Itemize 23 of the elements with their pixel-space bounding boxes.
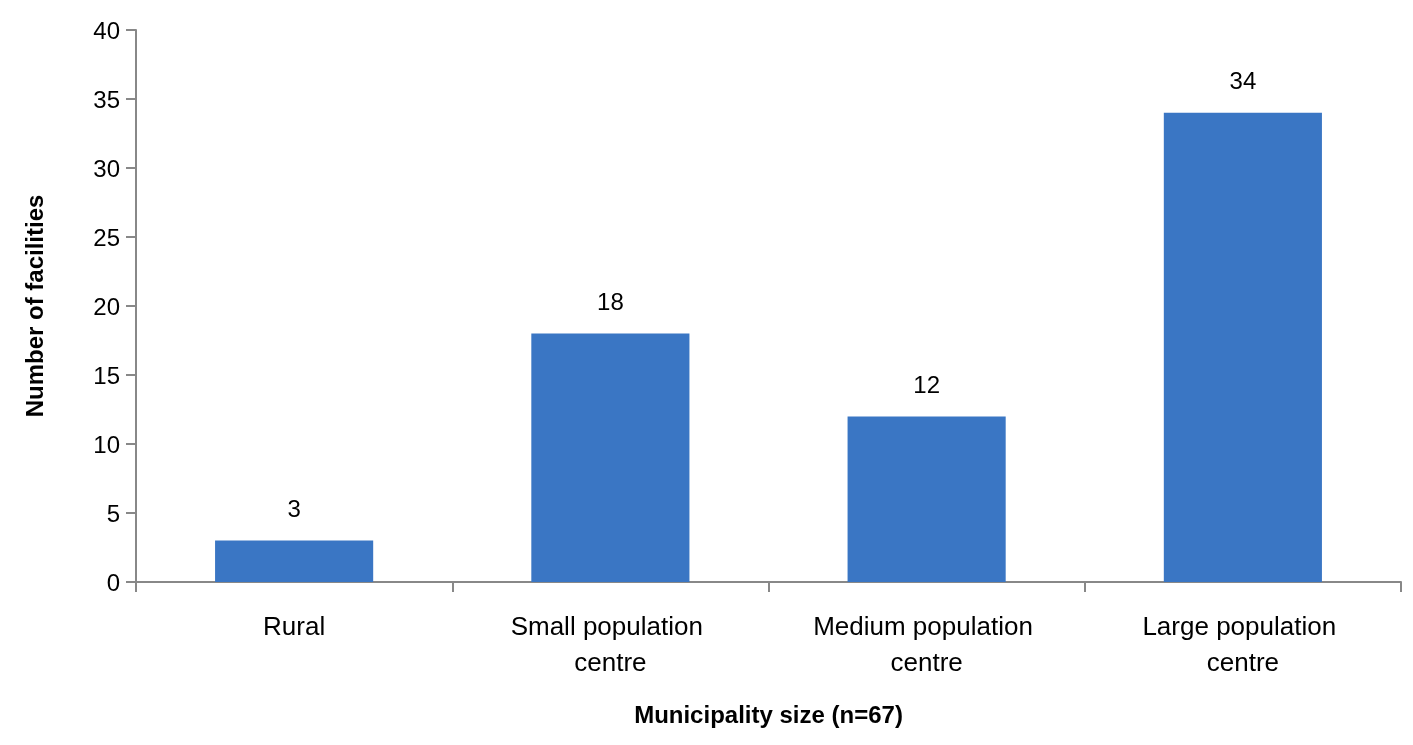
data-label: 18 — [597, 288, 624, 316]
y-tick-label: 25 — [93, 223, 120, 251]
bar — [1163, 112, 1322, 582]
data-label: 34 — [1229, 67, 1257, 95]
y-tick-label: 40 — [93, 16, 120, 44]
x-tick-label: Large population centre — [1142, 611, 1344, 677]
y-tick-label: 30 — [93, 154, 120, 182]
y-tick-label: 20 — [93, 292, 120, 320]
y-tick-label: 10 — [93, 430, 120, 458]
y-tick-label: 0 — [106, 568, 120, 596]
x-tick-label: Rural — [263, 611, 326, 641]
y-tick-label: 15 — [93, 361, 120, 389]
x-tick-label: Small population centre — [510, 611, 711, 677]
y-axis-title: Number of facilities — [20, 194, 48, 418]
data-label: 12 — [913, 370, 940, 398]
bar — [847, 416, 1006, 582]
y-tick-label: 35 — [93, 85, 120, 113]
y-tick-label: 5 — [106, 499, 120, 527]
x-tick-label: Medium population centre — [813, 611, 1041, 677]
bar — [215, 540, 374, 582]
bar — [531, 333, 690, 582]
x-axis-title: Municipality size (n=67) — [634, 700, 903, 728]
data-label: 3 — [287, 495, 301, 523]
